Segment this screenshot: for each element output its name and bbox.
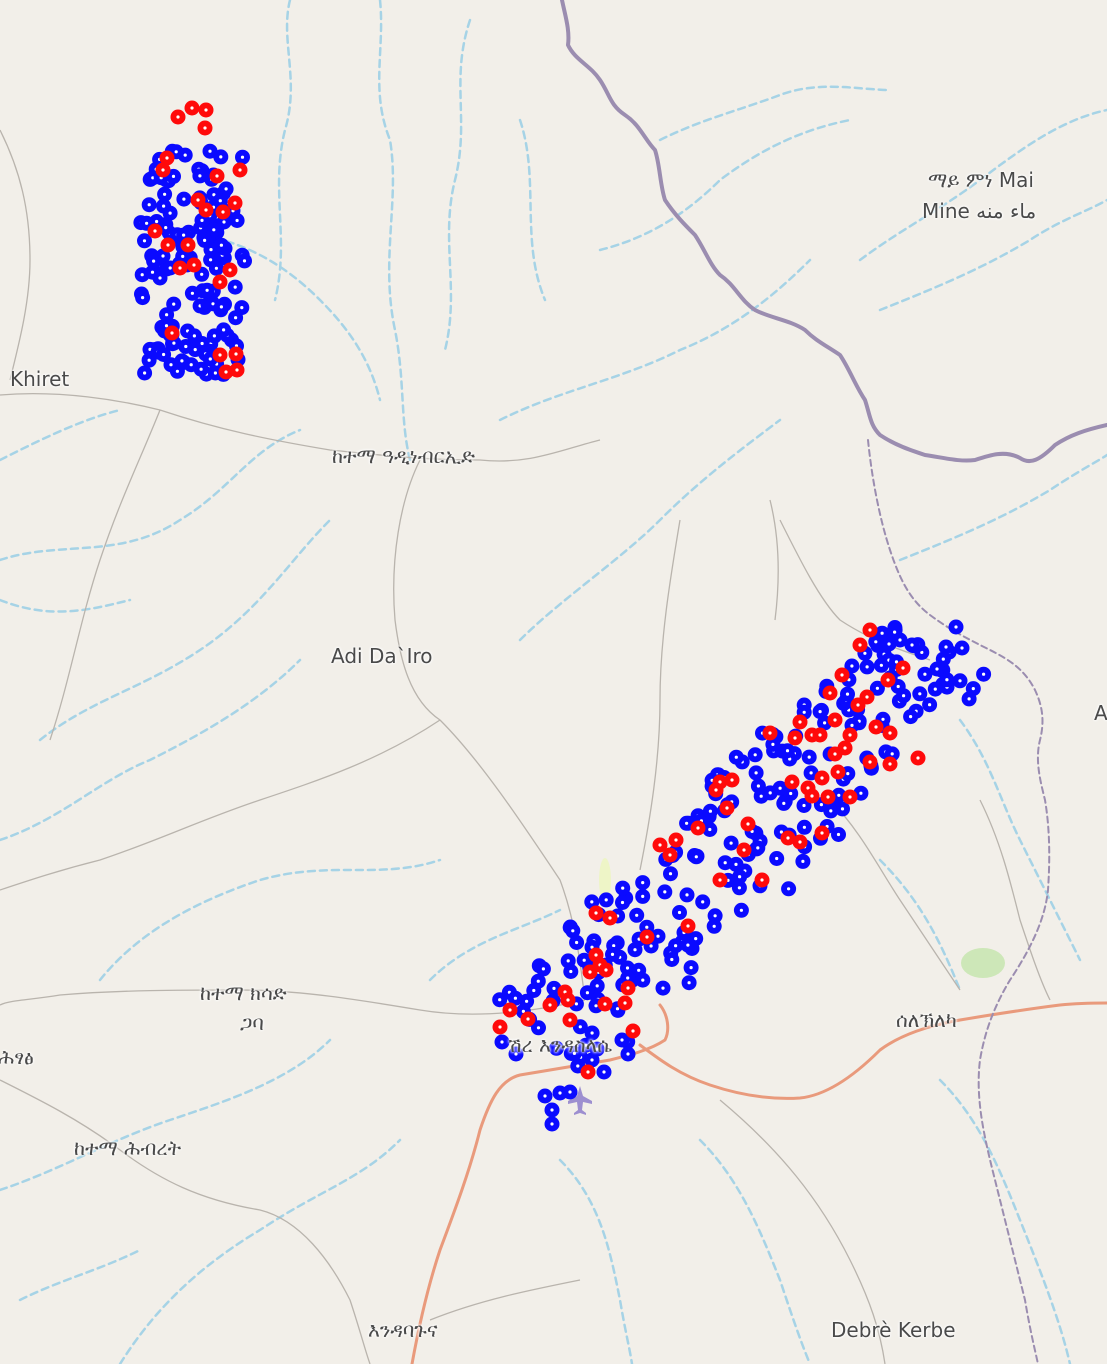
country-border [560,0,1107,1364]
place-label-hitsats: ሕፃፅ [0,1045,34,1069]
place-label-shire: ሽረ እንዳስላሴ [508,1033,613,1057]
place-label-khiret: Khiret [10,367,70,391]
place-label-edge-a: A [1094,701,1107,725]
place-label-ketema-kisad-line1: ከተማ ክሳድ [200,981,287,1005]
green-area [961,948,1005,978]
green-area [599,858,611,902]
main-road [410,1001,1107,1364]
place-label-adi-daero: Adi Da`Iro [331,644,433,668]
place-label-mai-mine-line2: Mine ماء منه [922,199,1037,223]
place-label-debre-kerbe: Debrè Kerbe [831,1318,956,1342]
place-label-selekhleka: ሰለኽለካ [896,1008,957,1032]
place-label-ketema-hibret: ከተማ ሕብረት [74,1136,182,1160]
road-network [0,129,1051,1364]
place-label-mai-mine-line1: ማይ ምነ Mai [928,168,1034,192]
place-label-endabaguna: እንዳባጉና [368,1318,438,1342]
place-label-ketema-adi-nebried: ከተማ ዓዲነብርኢድ [332,444,475,468]
place-label-ketema-kisad-line2: ጋባ [240,1011,264,1035]
airport-icon [568,1086,592,1115]
